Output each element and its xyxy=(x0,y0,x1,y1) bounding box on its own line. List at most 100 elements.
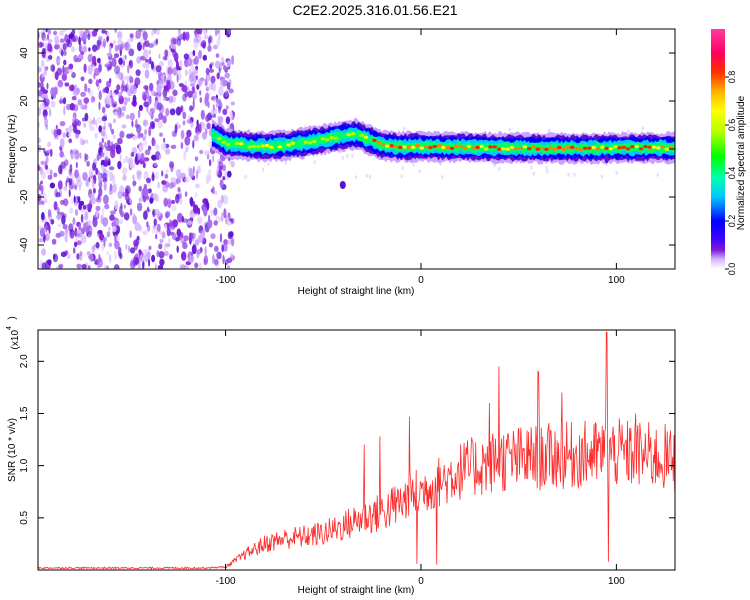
noise-speckle xyxy=(223,65,227,71)
noise-speckle xyxy=(202,54,207,61)
noise-speckle xyxy=(178,124,181,129)
noise-speckle xyxy=(94,132,98,139)
noise-speckle xyxy=(128,48,135,57)
noise-speckle xyxy=(128,60,132,66)
noise-speckle xyxy=(117,39,123,45)
noise-speckle xyxy=(77,196,81,204)
noise-speckle xyxy=(418,169,421,174)
noise-speckle xyxy=(95,170,100,175)
noise-speckle xyxy=(102,217,109,227)
noise-speckle xyxy=(185,145,189,153)
noise-speckle xyxy=(123,204,126,209)
noise-speckle xyxy=(93,72,96,80)
noise-speckle xyxy=(151,228,155,234)
ridge-peak xyxy=(290,141,295,145)
colorbar-tick-label: 0.0 xyxy=(727,263,737,276)
noise-speckle xyxy=(365,173,368,178)
ridge-peak xyxy=(449,146,455,150)
noise-speckle xyxy=(101,106,106,114)
ridge-peak xyxy=(372,138,377,142)
ridge-peak xyxy=(501,147,506,151)
noise-speckle xyxy=(187,90,193,99)
noise-speckle xyxy=(178,83,184,87)
noise-speckle xyxy=(108,242,113,248)
noise-speckle xyxy=(149,121,156,130)
noise-speckle xyxy=(112,118,117,124)
noise-speckle xyxy=(129,162,135,169)
noise-speckle xyxy=(38,81,41,88)
noise-speckle xyxy=(215,53,220,58)
noise-speckle xyxy=(113,142,119,149)
noise-speckle xyxy=(63,50,67,56)
snr-ylabel: SNR (10 * v/v) xyxy=(7,418,18,482)
noise-speckle xyxy=(181,251,187,261)
noise-speckle xyxy=(143,49,149,59)
snr-series-line xyxy=(38,331,675,570)
ridge-peak xyxy=(385,144,390,148)
ridge-peak xyxy=(389,144,394,148)
noise-speckle xyxy=(185,31,190,41)
noise-speckle xyxy=(159,78,165,89)
noise-speckle xyxy=(159,60,164,67)
noise-speckle xyxy=(128,245,131,253)
noise-speckle xyxy=(193,204,199,214)
noise-speckle xyxy=(96,44,100,51)
ridge-peak xyxy=(346,133,351,137)
noise-speckle xyxy=(155,172,159,180)
noise-speckle xyxy=(211,82,217,92)
ridge-peak xyxy=(269,145,274,149)
noise-speckle xyxy=(68,84,75,92)
noise-speckle xyxy=(60,49,64,57)
noise-speckle xyxy=(54,44,60,50)
noise-speckle xyxy=(151,30,155,36)
colorbar-tick-label: 0.2 xyxy=(727,215,737,228)
noise-speckle xyxy=(107,122,112,128)
noise-speckle xyxy=(64,228,69,236)
noise-speckle xyxy=(66,38,69,48)
noise-speckle xyxy=(208,242,213,248)
noise-speckle xyxy=(87,220,92,226)
noise-speckle xyxy=(64,233,68,243)
noise-speckle xyxy=(112,39,116,46)
noise-speckle xyxy=(50,87,56,97)
noise-speckle xyxy=(229,111,233,121)
noise-speckle xyxy=(441,175,444,179)
ridge-peak xyxy=(557,145,562,150)
noise-speckle xyxy=(96,230,102,238)
spectrogram-ytick-label: -40 xyxy=(19,237,30,252)
ridge-peak xyxy=(251,144,257,148)
noise-speckle xyxy=(119,252,123,260)
noise-speckle xyxy=(158,251,165,259)
noise-speckle xyxy=(121,105,127,112)
noise-speckle xyxy=(215,29,218,37)
noise-speckle xyxy=(84,152,87,163)
noise-speckle xyxy=(87,53,94,63)
ridge-peak xyxy=(355,132,360,136)
noise-speckle xyxy=(143,157,150,162)
noise-speckle xyxy=(40,200,45,206)
noise-speckle xyxy=(147,251,151,259)
noise-speckle xyxy=(184,191,188,198)
noise-speckle xyxy=(194,262,199,269)
noise-speckle xyxy=(147,145,152,151)
noise-speckle xyxy=(84,139,89,144)
noise-speckle xyxy=(144,129,147,135)
noise-speckle xyxy=(122,167,128,176)
noise-speckle xyxy=(144,63,150,69)
noise-speckle xyxy=(46,82,49,90)
ridge-peak xyxy=(282,145,287,149)
noise-speckle xyxy=(193,68,199,75)
noise-speckle xyxy=(132,256,138,263)
noise-speckle xyxy=(205,174,210,185)
noise-speckle xyxy=(98,35,103,42)
noise-speckle xyxy=(189,82,196,87)
ridge-peak xyxy=(217,137,222,141)
ridge-peak xyxy=(651,145,657,149)
noise-speckle xyxy=(119,130,125,139)
ridge-peak xyxy=(454,144,459,148)
noise-speckle xyxy=(103,181,107,191)
noise-speckle xyxy=(39,167,44,175)
noise-speckle xyxy=(85,179,88,187)
noise-speckle xyxy=(183,53,190,60)
noise-speckle xyxy=(186,129,192,138)
